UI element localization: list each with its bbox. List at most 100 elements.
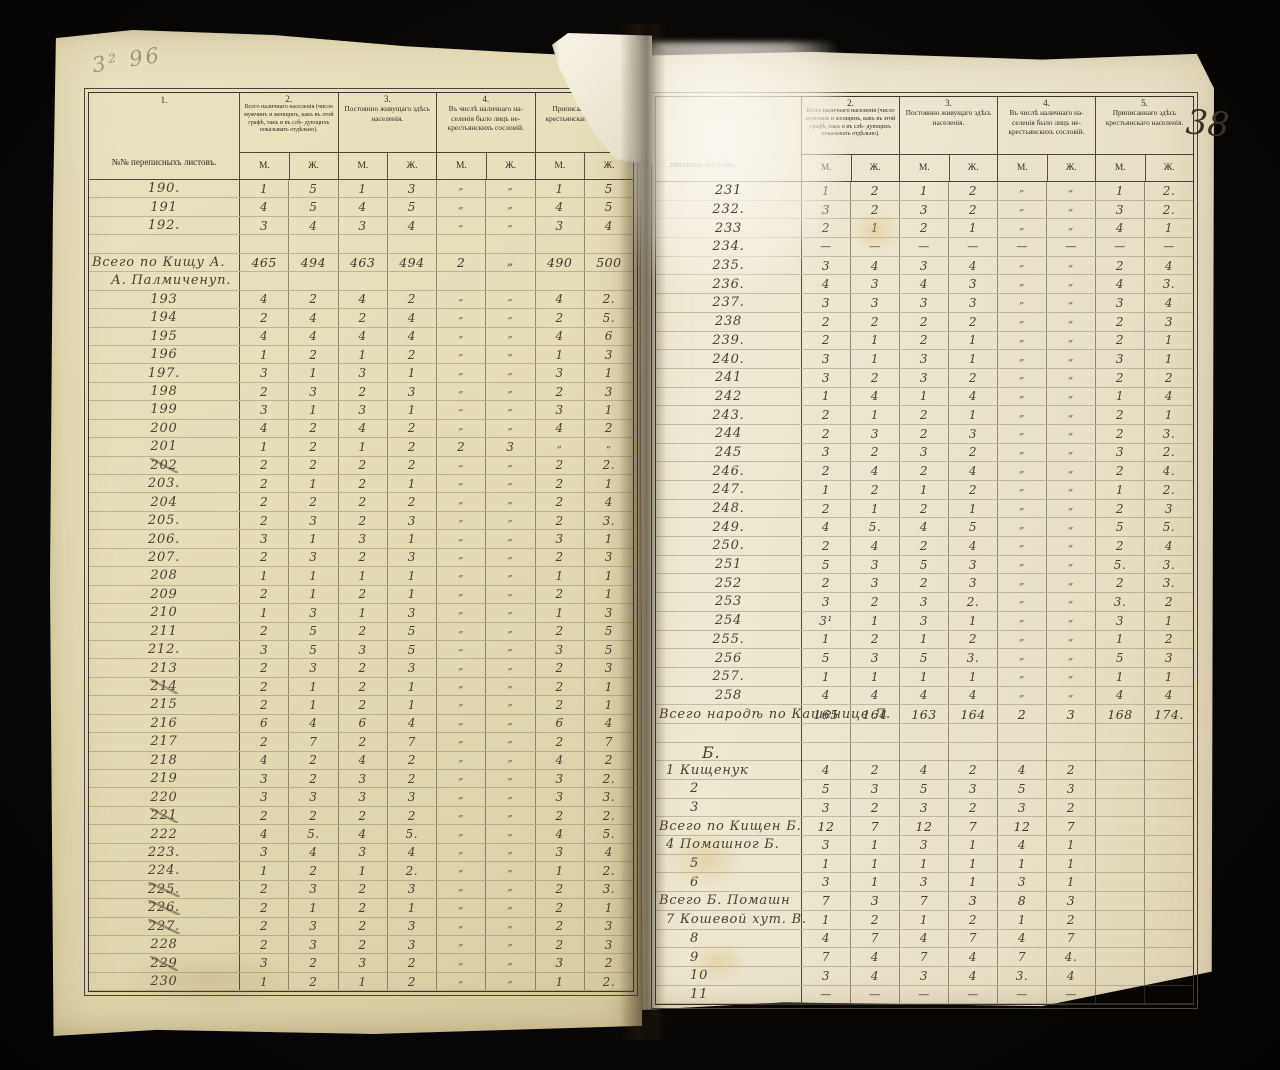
cell-value: 1: [870, 501, 880, 516]
value-cell: [1144, 892, 1193, 910]
cell-value: 1: [1115, 183, 1125, 198]
cell-value: 1: [870, 856, 880, 871]
cell-value: 3: [870, 426, 880, 441]
value-cell: „: [485, 935, 534, 954]
value-cell: 1: [801, 387, 850, 406]
cell-value: 2: [1115, 258, 1125, 273]
value-cell: 4: [534, 825, 584, 843]
subcol-female: Ж.: [1144, 155, 1194, 181]
ditto-mark: „: [1068, 351, 1074, 363]
value-cell: 1: [1144, 667, 1193, 686]
value-cell: 3: [801, 873, 850, 892]
cell-value: 1: [1164, 333, 1174, 348]
cell-value: 2: [968, 370, 978, 385]
cell-value: 3: [870, 893, 880, 909]
value-cell: 5: [386, 640, 436, 659]
row-label: 254: [714, 613, 743, 629]
value-cell: [534, 235, 584, 253]
ditto-mark: „: [1068, 575, 1074, 587]
row-label-cell: 3: [656, 799, 801, 817]
ditto-mark: „: [458, 955, 464, 967]
value-cell: 2: [534, 548, 584, 567]
value-cell: „: [436, 788, 485, 806]
cell-value: 3: [919, 258, 929, 273]
cell-value: 2: [870, 183, 880, 198]
value-cell: 1: [997, 854, 1046, 873]
value-cell: 1: [386, 677, 436, 696]
value-cell: 5: [1095, 649, 1144, 667]
value-cell: 2: [534, 456, 584, 474]
value-cell: 1: [288, 696, 337, 714]
value-cell: [948, 742, 997, 762]
table-row: 190. 1 5 1 3 „ „ 1 5: [89, 180, 633, 199]
value-cell: „: [997, 667, 1046, 686]
cell-value: 1: [604, 900, 613, 915]
cell-value: 1: [1017, 856, 1027, 871]
cell-value: 1: [919, 912, 929, 927]
cell-value: 4: [968, 389, 978, 404]
row-label: 192.: [147, 218, 181, 234]
value-cell: 3: [850, 649, 899, 667]
value-cell: 5: [288, 198, 337, 216]
value-cell: „: [997, 312, 1046, 331]
value-cell: 2: [899, 462, 948, 480]
ditto-mark: „: [556, 439, 563, 451]
cell-value: 3: [821, 800, 831, 815]
cell-value: 2: [1066, 763, 1076, 778]
ditto-mark: „: [1019, 220, 1025, 232]
cell-value: 3: [870, 277, 880, 292]
value-cell: 2: [899, 406, 948, 424]
row-label-cell: 212.: [89, 641, 239, 658]
value-cell: 1: [850, 331, 899, 350]
cell-value: 2: [968, 183, 978, 198]
value-cell: 3: [850, 574, 899, 593]
row-label: Б.: [702, 742, 721, 762]
value-cell: 3: [899, 611, 948, 630]
value-cell: „: [1046, 574, 1095, 593]
cell-value: 3.: [602, 513, 616, 528]
cell-value: 1: [870, 221, 880, 236]
cell-value: 3: [1017, 875, 1027, 890]
table-row: 227. 2 3 2 3 „ „ 2 3: [89, 917, 633, 936]
cell-value: 164: [960, 706, 986, 722]
row-label: 239.: [712, 332, 745, 348]
header-col-total-present: 2. Всего наличнаго населенія (число мужч…: [239, 93, 338, 179]
ditto-mark: „: [507, 974, 514, 986]
value-cell: 2: [386, 954, 436, 972]
value-cell: 1: [239, 438, 288, 456]
cell-value: 1: [968, 837, 978, 852]
value-cell: [1144, 817, 1193, 836]
value-cell: 1: [850, 873, 899, 892]
value-cell: 7: [948, 817, 997, 836]
value-cell: 4: [534, 751, 584, 769]
ditto-mark: „: [1068, 650, 1074, 662]
row-label-cell: 211: [89, 623, 239, 640]
value-cell: 1: [850, 667, 899, 686]
cell-value: 12: [817, 818, 835, 834]
cell-value: 4: [1164, 258, 1174, 273]
value-cell: 3: [801, 256, 850, 275]
table-row: 217 2 7 2 7 „ „ 2 7: [89, 733, 633, 752]
column-label: №№ переписныхъ листовъ.: [111, 157, 217, 167]
value-cell: —: [850, 985, 899, 1004]
cell-value: 2: [968, 445, 978, 460]
value-cell: 4: [386, 216, 436, 235]
value-cell: 4: [337, 198, 387, 216]
value-cell: 7: [899, 892, 948, 910]
ditto-mark: „: [1068, 463, 1074, 475]
cell-value: 4: [260, 292, 269, 307]
value-cell: 3: [1095, 200, 1144, 219]
ditto-mark: „: [458, 605, 464, 617]
cell-value: 3: [407, 181, 416, 196]
value-cell: 4: [239, 290, 288, 309]
cell-value: 1: [260, 181, 269, 196]
cell-value: 2: [555, 937, 564, 952]
cell-value: 3: [358, 771, 367, 786]
value-cell: 4: [948, 256, 997, 275]
column-label: Всего наличнаго населенія (число мужчинъ…: [243, 104, 334, 134]
value-cell: 2: [948, 910, 997, 929]
value-cell: „: [485, 917, 534, 935]
cell-value: 1: [358, 863, 367, 878]
value-cell: 463: [337, 253, 387, 272]
value-cell: 1: [801, 667, 850, 686]
